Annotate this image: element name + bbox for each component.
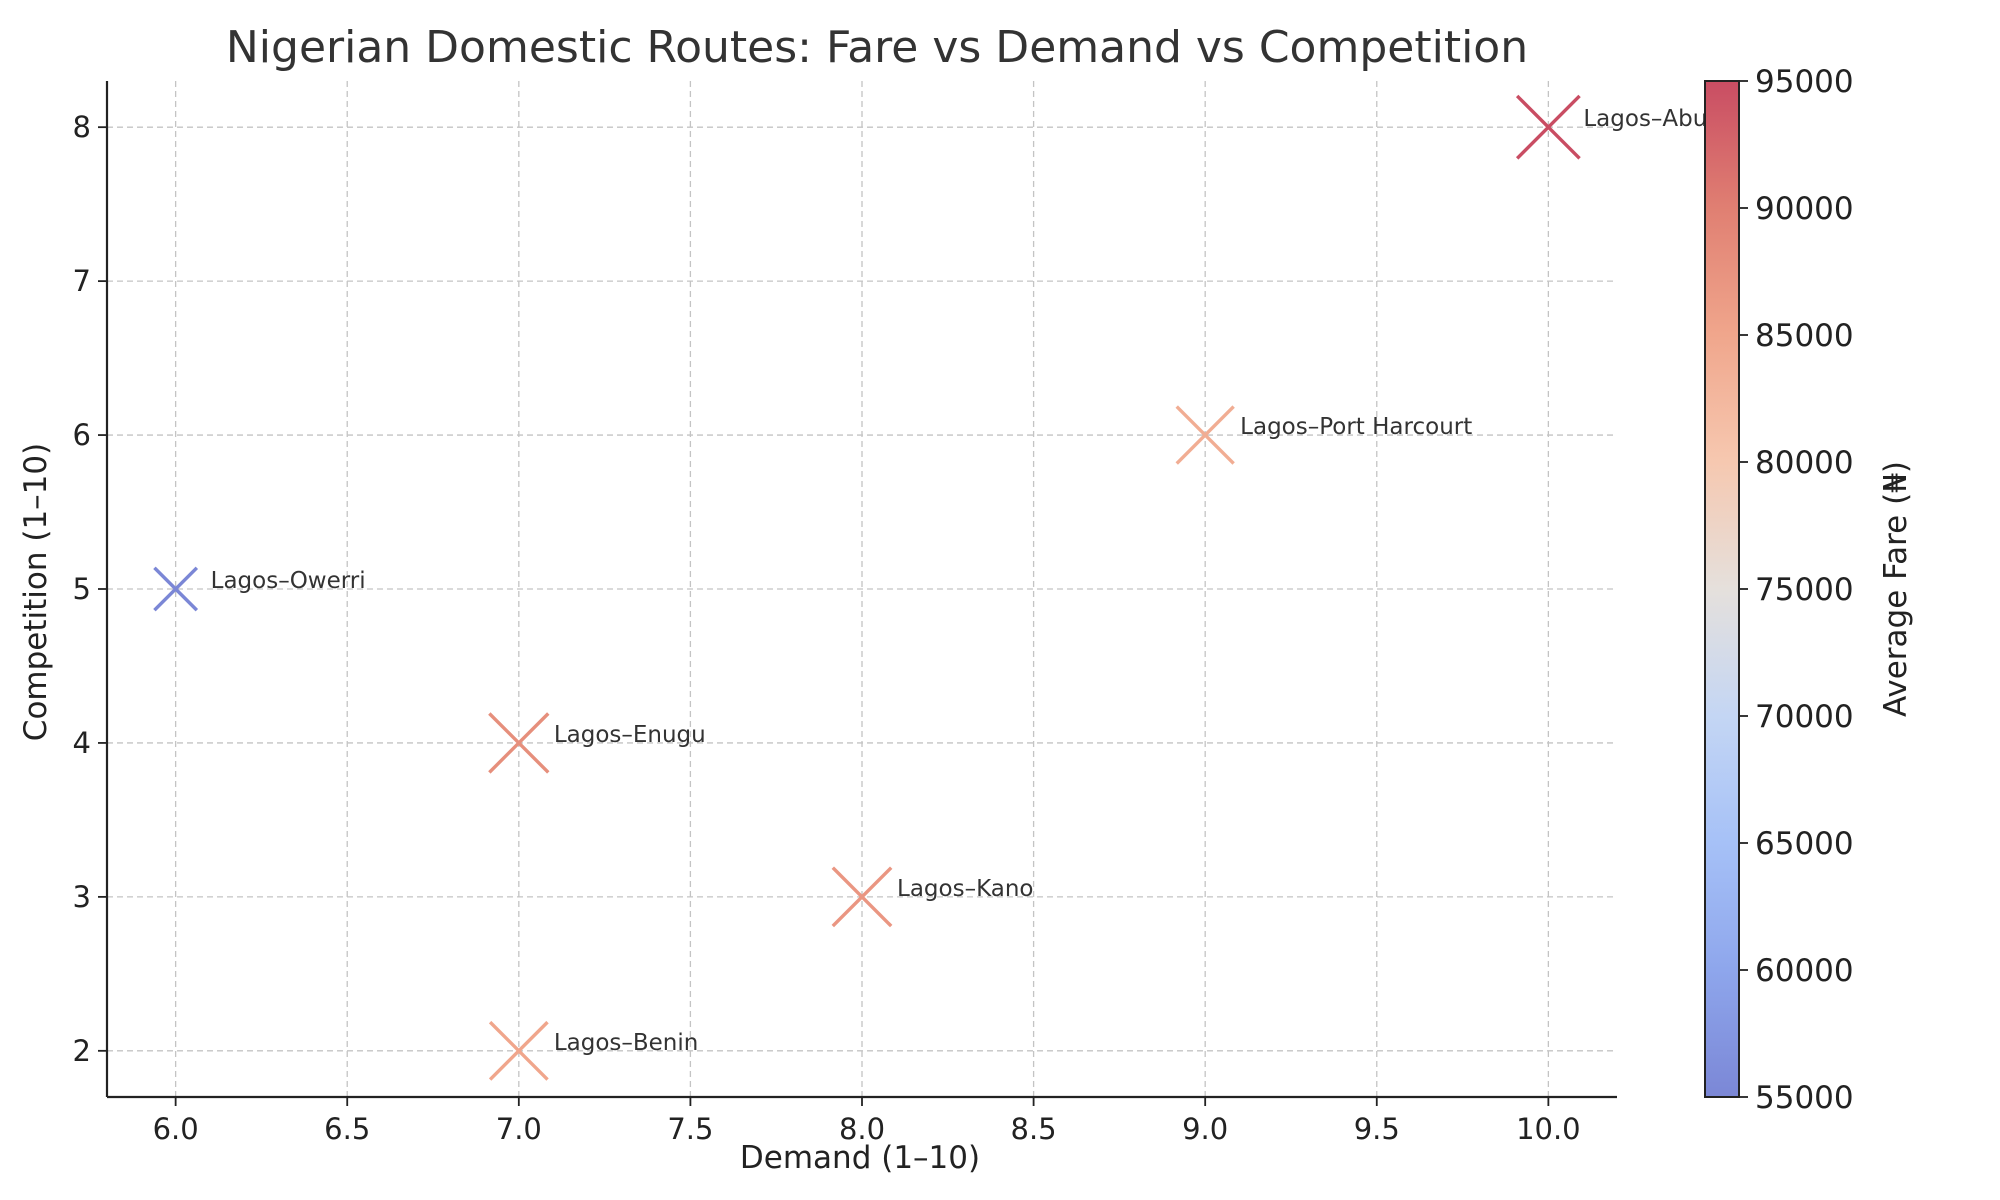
colorbar-tick-label: 65000 bbox=[1755, 826, 1854, 862]
x-axis-ticks: 6.0 6.5 7.0 7.5 8.0 8.5 9.0 9.5 10.0 bbox=[153, 1097, 1581, 1146]
colorbar-tick-label: 70000 bbox=[1755, 699, 1854, 735]
data-point-label: Lagos–Benin bbox=[554, 1030, 699, 1056]
colorbar bbox=[1704, 80, 1740, 1098]
data-point-marker bbox=[831, 866, 893, 928]
x-tick-label: 10.0 bbox=[1516, 1112, 1581, 1146]
x-tick-label: 8.0 bbox=[839, 1112, 885, 1146]
data-point-label: Lagos–Kano bbox=[897, 876, 1033, 902]
colorbar-tick-label: 85000 bbox=[1755, 318, 1854, 354]
x-tick-label: 8.5 bbox=[1011, 1112, 1057, 1146]
colorbar-tick-label: 95000 bbox=[1755, 64, 1854, 100]
colorbar-tick-label: 90000 bbox=[1755, 191, 1854, 227]
data-point-marker bbox=[488, 712, 550, 774]
colorbar-tick-label: 75000 bbox=[1755, 572, 1854, 608]
colorbar-ticks: 55000 60000 65000 70000 75000 80000 85000 90000… bbox=[1739, 64, 1854, 1116]
y-tick-label: 6 bbox=[73, 418, 91, 452]
data-point-label: Lagos–Owerri bbox=[211, 568, 366, 594]
point-labels: Lagos–Abuja Lagos–Port Harcourt Lagos–Ower… bbox=[211, 106, 1727, 1056]
colorbar-label: Average Fare (₦) bbox=[1878, 461, 1914, 717]
data-point-marker bbox=[1175, 405, 1235, 465]
data-points bbox=[153, 94, 1581, 1081]
data-point-label: Lagos–Enugu bbox=[554, 722, 706, 748]
x-tick-label: 6.5 bbox=[324, 1112, 370, 1146]
data-point-marker bbox=[153, 566, 199, 612]
data-point-marker bbox=[488, 1020, 549, 1081]
y-tick-label: 7 bbox=[73, 264, 91, 298]
x-tick-label: 7.5 bbox=[667, 1112, 713, 1146]
x-tick-label: 7.0 bbox=[496, 1112, 542, 1146]
x-axis-label: Demand (1–10) bbox=[740, 1140, 980, 1176]
x-tick-label: 6.0 bbox=[153, 1112, 199, 1146]
data-point-marker bbox=[1515, 94, 1581, 160]
colorbar-tick-label: 60000 bbox=[1755, 953, 1854, 989]
chart-title: Nigerian Domestic Routes: Fare vs Demand… bbox=[226, 22, 1528, 73]
y-axis-label: Competition (1–10) bbox=[18, 443, 54, 741]
colorbar-tick-label: 55000 bbox=[1755, 1080, 1854, 1116]
data-point-label: Lagos–Abuja bbox=[1583, 106, 1727, 132]
data-point-label: Lagos–Port Harcourt bbox=[1240, 414, 1472, 440]
x-tick-label: 9.5 bbox=[1354, 1112, 1400, 1146]
y-tick-label: 4 bbox=[73, 726, 91, 760]
y-tick-label: 2 bbox=[73, 1034, 91, 1068]
y-tick-label: 5 bbox=[73, 572, 91, 606]
y-tick-label: 8 bbox=[73, 110, 91, 144]
y-tick-label: 3 bbox=[73, 880, 91, 914]
x-tick-label: 9.0 bbox=[1182, 1112, 1228, 1146]
y-axis-ticks: 2 3 4 5 6 7 8 bbox=[73, 110, 107, 1068]
colorbar-tick-label: 80000 bbox=[1755, 445, 1854, 481]
